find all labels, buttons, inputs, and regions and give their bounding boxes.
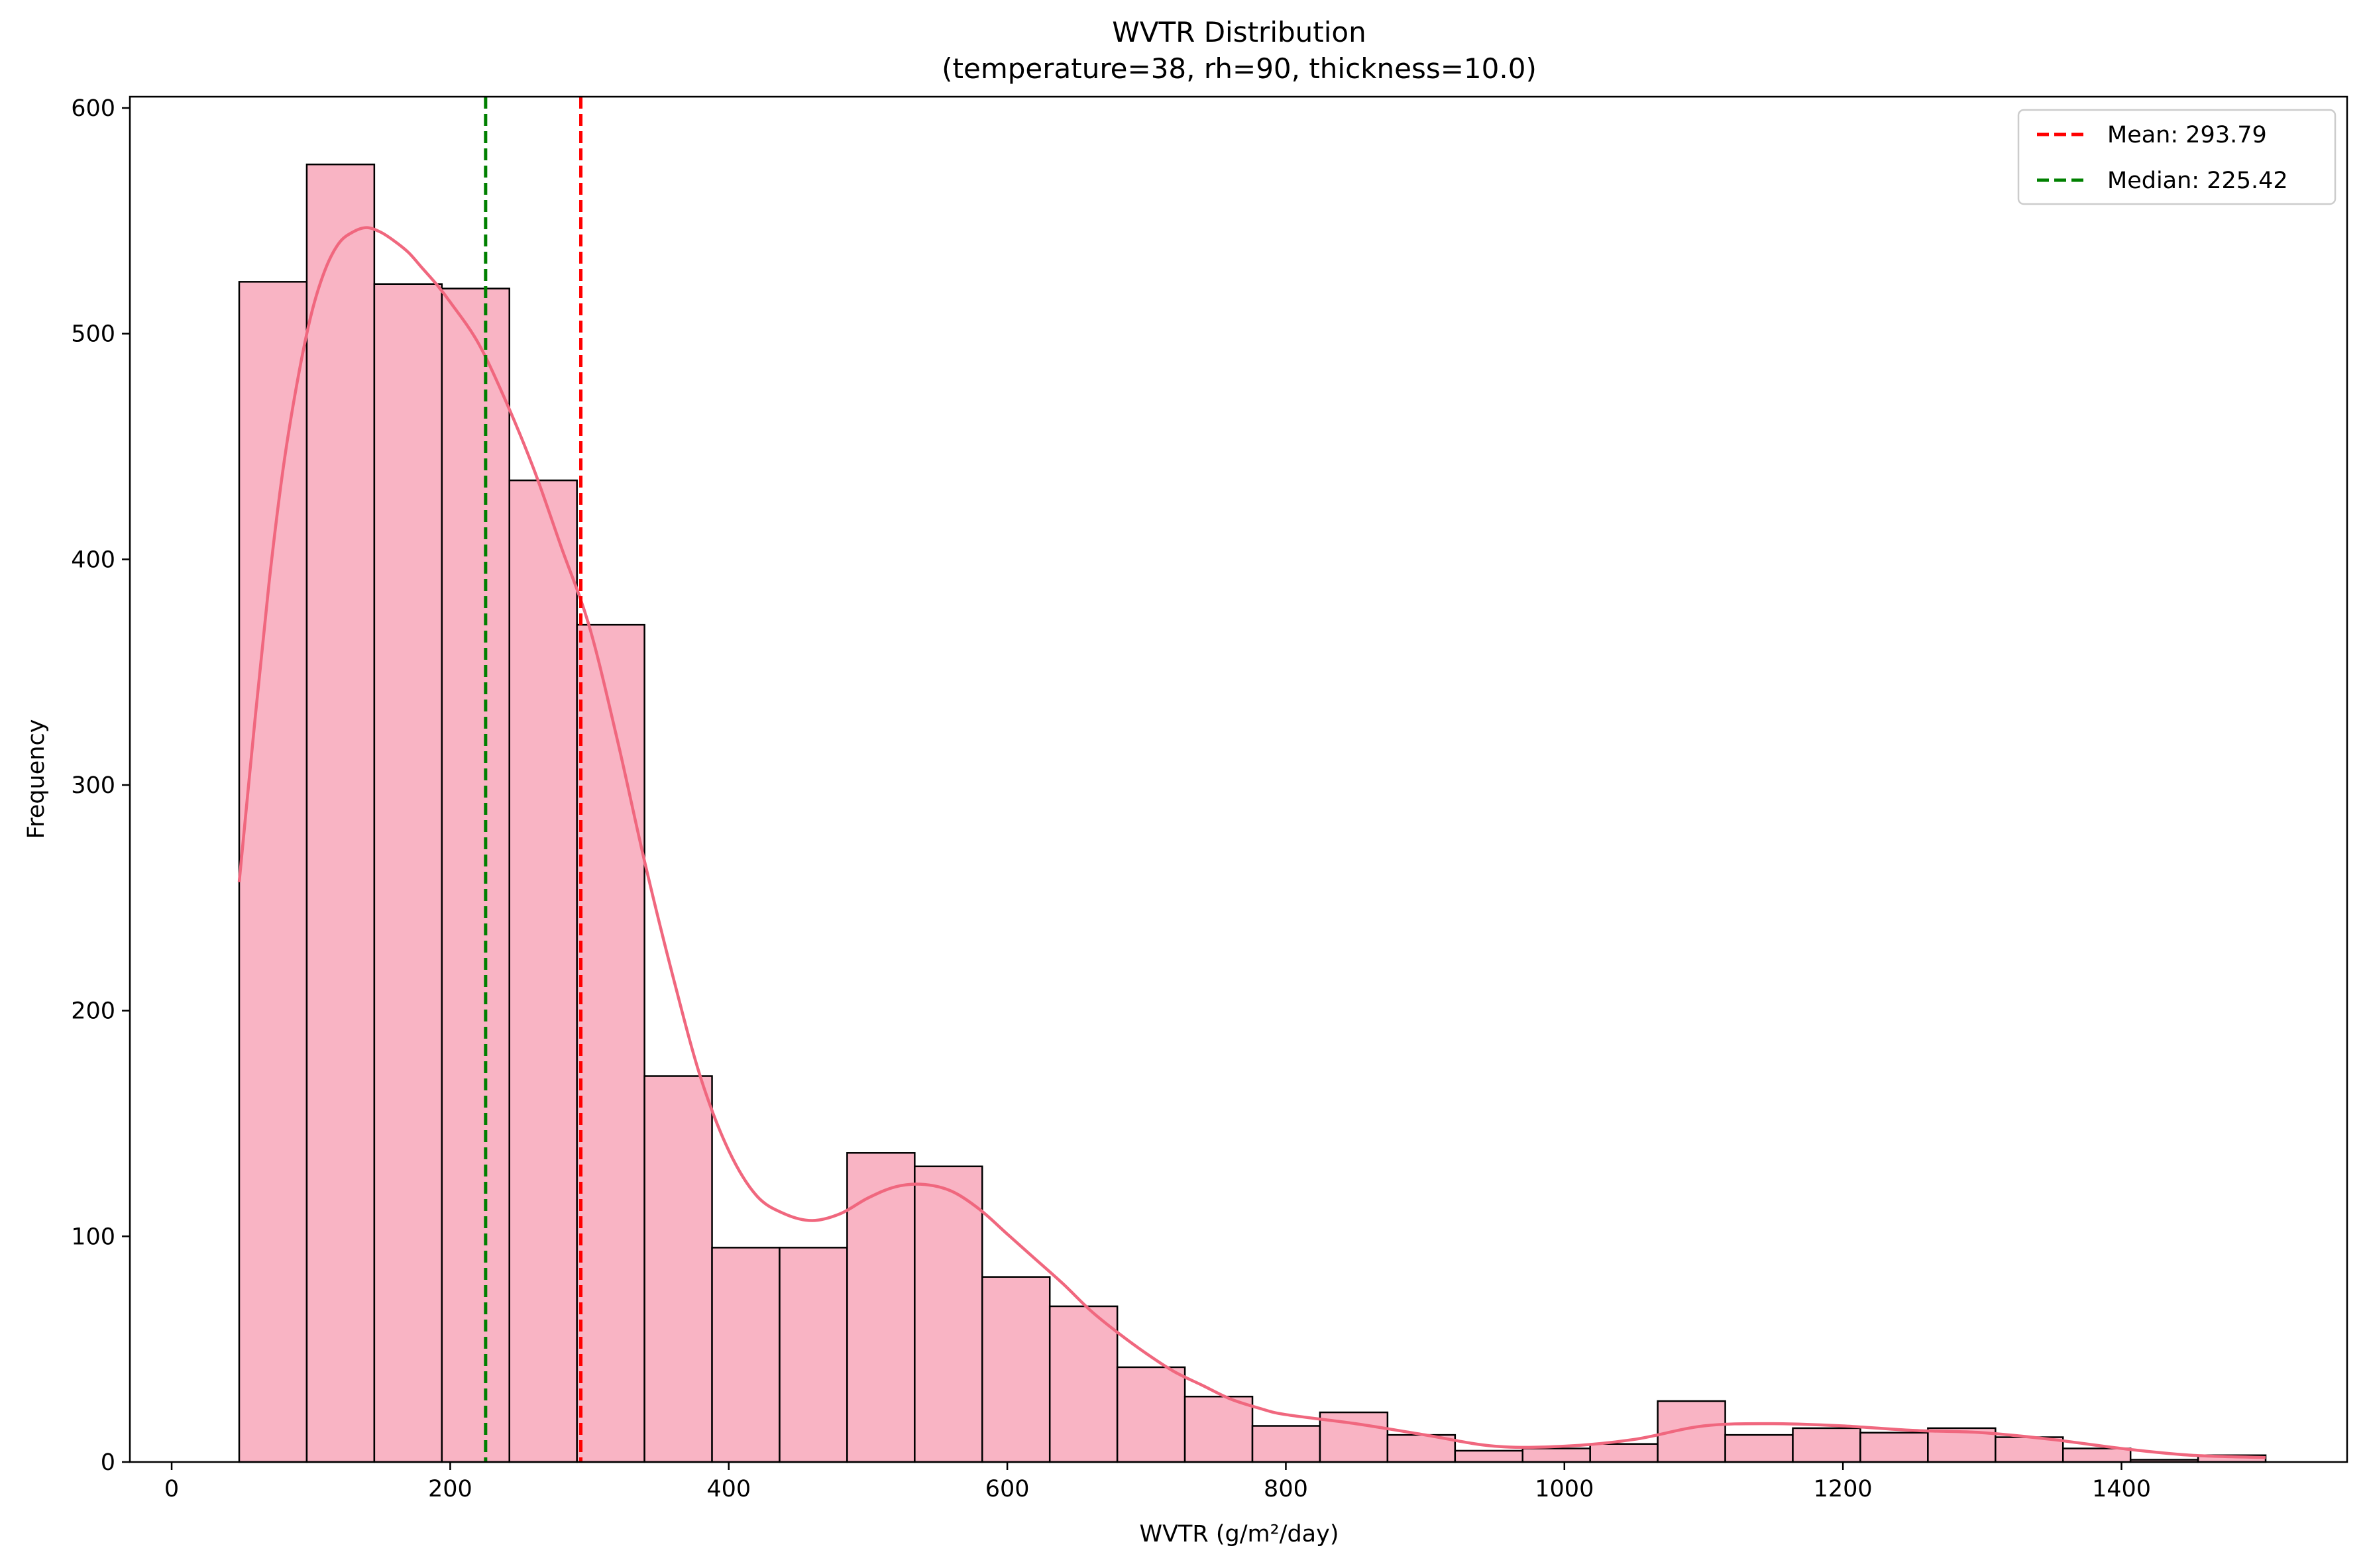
histogram-bar-19 — [1521, 1447, 1591, 1463]
chart-title: WVTR Distribution — [1112, 16, 1366, 48]
histogram-bar-18 — [1454, 1449, 1524, 1463]
y-tick-label-400: 400 — [71, 547, 115, 573]
histogram-bar-23 — [1792, 1427, 1861, 1463]
legend-mean-label: Mean: 293.79 — [2107, 122, 2267, 148]
histogram-bar-10 — [914, 1165, 983, 1463]
x-axis-label: WVTR (g/m²/day) — [1140, 1521, 1339, 1547]
y-tick-label-100: 100 — [71, 1224, 115, 1250]
histogram-bar-14 — [1183, 1395, 1254, 1463]
histogram-bar-12 — [1048, 1305, 1119, 1463]
x-tick-label-400: 400 — [706, 1476, 751, 1502]
histogram-bar-5 — [576, 623, 645, 1463]
x-tick-label-1200: 1200 — [1814, 1476, 1873, 1502]
reference-lines-layer — [484, 97, 583, 1462]
histogram-bar-0 — [238, 281, 308, 1463]
y-ticks-layer: 0 100 200 300 400 500 600 — [71, 95, 130, 1476]
y-axis-label: Frequency — [23, 719, 50, 839]
legend-box — [2017, 109, 2337, 205]
x-tick-label-1000: 1000 — [1535, 1476, 1594, 1502]
histogram-bar-9 — [846, 1152, 916, 1463]
y-tick-label-0: 0 — [101, 1449, 115, 1476]
plot-frame — [129, 95, 2348, 1463]
x-ticks-layer: 0 200 400 600 800 1000 1200 1400 — [164, 1462, 2151, 1502]
x-tick-label-200: 200 — [428, 1476, 472, 1502]
y-tick-label-300: 300 — [71, 772, 115, 799]
histogram-bar-8 — [779, 1247, 848, 1463]
y-tick-label-600: 600 — [71, 95, 115, 122]
histogram-bar-3 — [441, 287, 510, 1463]
histogram-bar-15 — [1251, 1425, 1321, 1463]
x-tick-label-1400: 1400 — [2092, 1476, 2151, 1502]
legend-median-label: Median: 225.42 — [2107, 168, 2288, 194]
histogram-bar-11 — [981, 1276, 1051, 1463]
kde-layer — [237, 226, 2266, 1459]
x-tick-label-600: 600 — [985, 1476, 1030, 1502]
bars-layer — [238, 163, 2267, 1463]
histogram-bar-20 — [1589, 1443, 1659, 1463]
legend: Mean: 293.79 Median: 225.42 — [2017, 109, 2337, 205]
histogram-bar-7 — [711, 1247, 781, 1463]
histogram-bar-13 — [1116, 1366, 1186, 1463]
histogram-bar-24 — [1859, 1432, 1929, 1463]
y-tick-label-200: 200 — [71, 998, 115, 1025]
histogram-bar-6 — [643, 1075, 713, 1463]
histogram-bar-1 — [305, 163, 376, 1463]
chart-subtitle: (temperature=38, rh=90, thickness=10.0) — [942, 52, 1537, 85]
histogram-bar-4 — [508, 479, 578, 1463]
kde-curve — [237, 226, 2266, 1459]
x-tick-label-800: 800 — [1264, 1476, 1308, 1502]
y-tick-label-500: 500 — [71, 321, 115, 348]
histogram-bar-2 — [373, 283, 443, 1463]
histogram-bar-22 — [1724, 1434, 1794, 1463]
histogram-bar-27 — [2062, 1447, 2132, 1463]
x-tick-label-0: 0 — [164, 1476, 179, 1502]
